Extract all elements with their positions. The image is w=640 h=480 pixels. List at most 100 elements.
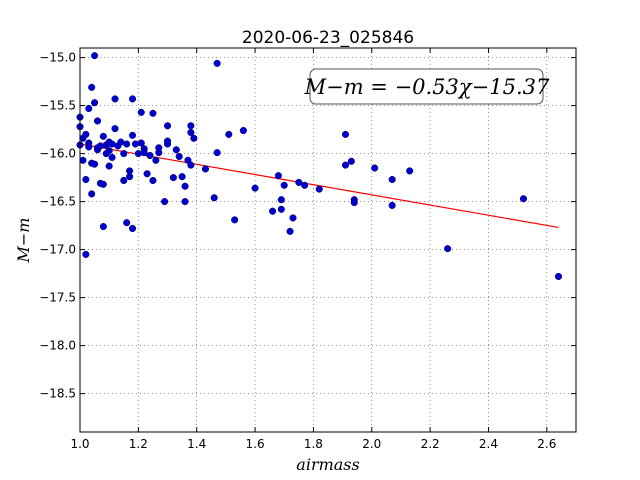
x-tick-label: 1.8 [304,437,323,451]
data-point [444,245,452,253]
data-point [134,150,142,158]
y-axis-label: M−m [14,218,33,264]
data-point [91,52,99,60]
chart-title: 2020-06-23_025846 [242,28,414,48]
x-tick-label: 1.4 [187,437,206,451]
data-point [554,272,563,281]
fit-equation-box: M−m = −0.53χ−15.37 [304,68,550,105]
data-point [149,109,157,117]
data-point [79,156,87,164]
data-point [178,173,186,181]
data-point [105,147,113,155]
data-point [108,153,116,161]
data-point [82,250,90,258]
x-tick-label: 1.6 [246,437,265,451]
data-point [341,161,350,169]
data-point [187,122,195,130]
y-tick-label: −16.0 [39,147,76,161]
x-tick-label: 2.0 [362,437,381,451]
data-point [406,167,414,175]
y-tick-label: −16.5 [39,195,76,209]
fit-equation: M−m = −0.53χ−15.37 [304,75,550,99]
data-point [149,176,157,185]
data-point [137,139,145,147]
data-point [301,181,309,189]
x-tick-label: 2.4 [479,437,498,451]
data-point [289,214,297,222]
data-point [99,132,107,140]
x-axis-label: airmass [296,455,359,474]
data-point [239,127,247,135]
data-point [96,142,104,150]
data-point [85,143,93,151]
data-point [88,83,96,91]
data-point [82,175,90,184]
data-point [187,161,195,169]
data-point [91,99,99,107]
grid-lines [79,48,576,432]
data-point [111,95,119,103]
data-point [169,174,177,182]
data-point [105,162,113,170]
data-point [341,130,350,138]
data-point [99,180,107,188]
y-tick-label: −18.0 [39,339,76,353]
data-point [146,151,154,160]
data-point [388,175,396,184]
data-point [280,181,288,189]
data-point [371,164,379,172]
data-point [187,128,195,137]
data-point [295,178,303,186]
data-point [286,227,294,235]
data-point [277,196,285,204]
plot-frame [79,47,577,433]
data-point [128,95,137,103]
data-point [140,149,148,157]
data-point [120,176,128,185]
data-point [128,224,137,233]
x-tick-label: 2.6 [537,437,556,451]
data-point [123,219,131,227]
y-tick-label: −17.5 [39,291,76,305]
data-point [181,198,189,206]
data-point [93,117,102,125]
data-point [126,173,134,181]
y-tick-labels: −15.0 −15.5 −16.0 −16.5 −17.0 −17.5 −18.0 −18.5 [39,51,76,401]
data-point [155,144,163,152]
data-point [137,108,145,116]
data-point [274,172,282,180]
data-point [120,150,128,158]
data-point [128,131,137,139]
data-point [315,185,323,193]
data-point [143,170,151,178]
x-tick-label: 1.2 [129,437,148,451]
data-point [111,125,119,133]
data-point [388,201,396,209]
y-tick-label: −15.0 [39,51,76,65]
data-point [201,165,210,173]
data-point [152,156,160,164]
data-point [175,152,183,161]
x-tick-label: 2.2 [421,437,440,451]
data-point [172,146,180,154]
data-point [161,198,169,206]
data-point [99,223,107,231]
x-tick-labels: 1.0 1.2 1.4 1.6 1.8 2.0 2.2 2.4 2.6 [70,437,556,451]
data-point [231,216,239,224]
data-point [277,205,285,213]
data-point [190,134,198,142]
y-tick-label: −18.5 [39,387,76,401]
data-point [91,160,99,168]
data-point [269,207,277,215]
data-point [82,130,90,138]
data-point [225,130,233,138]
x-tick-label: 1.0 [70,437,89,451]
data-point [213,59,221,67]
data-point [181,182,189,190]
plot-area [80,48,576,432]
data-point [85,104,93,113]
annotation-box [309,68,544,105]
data-point [210,194,218,202]
data-points [76,52,563,281]
